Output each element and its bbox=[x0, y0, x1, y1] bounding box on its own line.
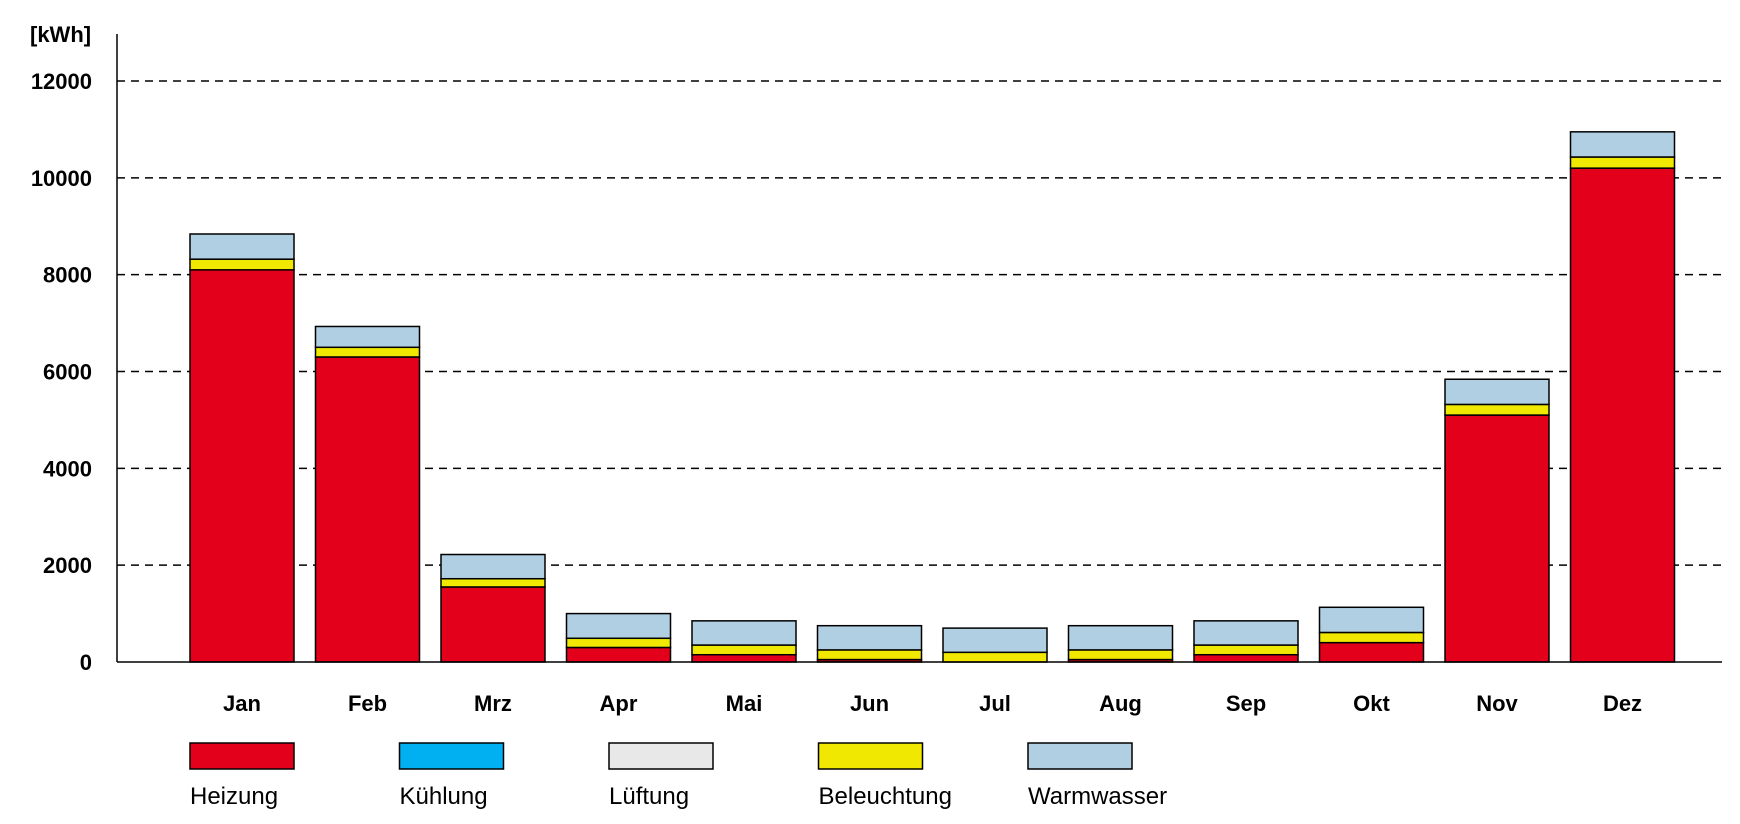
legend-label: Heizung bbox=[190, 783, 278, 810]
legend-label: Kühlung bbox=[400, 783, 488, 810]
bar-segment-beleuchtung bbox=[816, 649, 923, 661]
x-tick-label: Mrz bbox=[474, 691, 512, 716]
x-tick-label: Jun bbox=[850, 691, 889, 716]
bar-segment-heizung bbox=[1318, 641, 1425, 663]
bar-segment-beleuchtung bbox=[691, 644, 797, 656]
x-tick-label: Sep bbox=[1226, 691, 1266, 716]
bar-segment-heizung bbox=[440, 586, 546, 663]
x-tick-label: Dez bbox=[1603, 691, 1642, 716]
bar-segment-beleuchtung bbox=[314, 346, 421, 358]
x-tick-label: Okt bbox=[1353, 691, 1390, 716]
bar-segment-heizung bbox=[1444, 414, 1550, 663]
bar-segment-beleuchtung bbox=[440, 577, 546, 588]
legend: Heizung Kühlung Lüftung Beleuchtung Warmwass… bbox=[189, 742, 1167, 810]
y-tick-label: 0 bbox=[80, 650, 92, 675]
y-tick-label: 6000 bbox=[43, 360, 92, 385]
x-tick-label: Feb bbox=[348, 691, 387, 716]
legend-swatch bbox=[608, 742, 714, 770]
bar-segment-warmwasser bbox=[1569, 131, 1676, 158]
bar-segment-heizung bbox=[314, 356, 421, 663]
y-tick-label: 10000 bbox=[31, 166, 92, 191]
bar-segment-warmwasser bbox=[565, 612, 672, 640]
x-tick-label: Apr bbox=[600, 691, 638, 716]
y-axis-label: [kWh] bbox=[30, 22, 91, 47]
y-tick-label: 8000 bbox=[43, 263, 92, 288]
legend-swatch bbox=[1027, 742, 1133, 770]
bar-segment-beleuchtung bbox=[942, 651, 1048, 663]
x-tick-label: Jul bbox=[979, 691, 1011, 716]
bar-segment-beleuchtung bbox=[1193, 644, 1299, 656]
bar-segment-warmwasser bbox=[816, 624, 923, 651]
legend-label: Lüftung bbox=[609, 783, 689, 810]
legend-swatch bbox=[189, 742, 295, 770]
x-tick-label: Nov bbox=[1476, 691, 1518, 716]
bar-segment-beleuchtung bbox=[189, 258, 295, 271]
bar-segment-beleuchtung bbox=[565, 637, 672, 649]
bar-segment-beleuchtung bbox=[1067, 649, 1174, 661]
bar-segment-beleuchtung bbox=[1318, 631, 1425, 644]
bar-segment-warmwasser bbox=[1444, 378, 1550, 406]
y-tick-label: 4000 bbox=[43, 456, 92, 481]
bar-segment-warmwasser bbox=[1067, 624, 1174, 651]
bar-segment-warmwasser bbox=[1193, 620, 1299, 646]
bar-segment-warmwasser bbox=[314, 325, 421, 349]
legend-label: Warmwasser bbox=[1028, 783, 1167, 810]
bar-segment-heizung bbox=[565, 646, 672, 663]
x-tick-label: Mai bbox=[726, 691, 763, 716]
axes-layer: 0 2000 4000 6000 8000 10000 12000 Jan Feb Mrz Apr M… bbox=[31, 34, 1722, 716]
bar-segment-beleuchtung bbox=[1569, 156, 1676, 169]
bar-segment-heizung bbox=[189, 269, 295, 663]
legend-label: Beleuchtung bbox=[819, 783, 952, 810]
x-tick-label: Jan bbox=[223, 691, 261, 716]
y-tick-label: 12000 bbox=[31, 69, 92, 94]
bar-segment-heizung bbox=[1193, 653, 1299, 663]
y-tick-label: 2000 bbox=[43, 553, 92, 578]
legend-swatch bbox=[817, 742, 924, 770]
bar-segment-warmwasser bbox=[1318, 606, 1425, 634]
bar-segment-warmwasser bbox=[189, 233, 295, 260]
bar-segment-warmwasser bbox=[440, 553, 546, 580]
bar-segment-warmwasser bbox=[942, 627, 1048, 654]
bar-segment-heizung bbox=[1569, 167, 1676, 663]
bar-segment-heizung bbox=[691, 653, 797, 663]
x-tick-label: Aug bbox=[1099, 691, 1142, 716]
bar-segment-beleuchtung bbox=[1444, 403, 1550, 416]
legend-swatch bbox=[398, 742, 505, 770]
bars-layer bbox=[189, 131, 1676, 663]
bar-segment-warmwasser bbox=[691, 620, 797, 646]
